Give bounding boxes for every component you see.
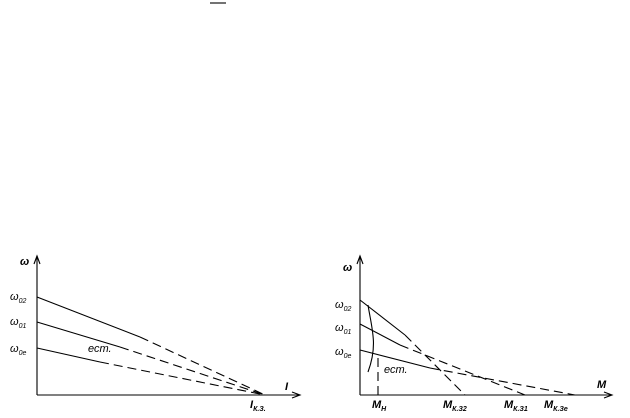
label-part: К.Зе xyxy=(553,406,568,413)
label-part: Н xyxy=(381,406,387,413)
natural-label: ест. xyxy=(384,364,408,376)
point-label: MК.Зе xyxy=(544,399,568,413)
label-part: ω xyxy=(335,322,344,334)
level-label: ω01 xyxy=(10,316,26,330)
label-part: 02 xyxy=(19,298,27,305)
label-part: 0е xyxy=(19,350,27,357)
right-plot: ω ω02 ω01 ω0е ест. M MН MК.З2 MК.З1 MК.З… xyxy=(335,254,614,413)
characteristic xyxy=(359,323,401,346)
label-part: ω xyxy=(10,316,19,328)
characteristic xyxy=(359,299,406,336)
label-part: ω xyxy=(335,299,344,311)
label-part: ω xyxy=(335,346,344,358)
label-part: ω xyxy=(10,291,19,303)
characteristic xyxy=(404,334,466,396)
axis-label: ω xyxy=(20,256,29,268)
arrow xyxy=(33,254,41,265)
label-part: 01 xyxy=(344,329,352,336)
label-part: M xyxy=(504,399,514,411)
level-label: ω02 xyxy=(335,299,351,313)
label-part: M xyxy=(544,399,554,411)
level-label: ω0е xyxy=(335,346,351,360)
label-part: К.З. xyxy=(253,406,266,413)
point-label: MН xyxy=(372,399,387,413)
axis-label: ω xyxy=(343,262,352,274)
characteristic xyxy=(99,361,266,396)
characteristic xyxy=(36,321,121,348)
characteristic xyxy=(359,349,431,369)
characteristic xyxy=(36,296,141,338)
level-label: ω01 xyxy=(335,322,351,336)
label-part: M xyxy=(372,399,382,411)
axis-label: M xyxy=(597,379,607,391)
characteristic xyxy=(36,347,101,363)
axis-label: I xyxy=(285,381,289,393)
arrow xyxy=(291,391,302,399)
natural-label: ест. xyxy=(88,343,112,355)
point-label: MК.З1 xyxy=(504,399,528,413)
level-label: ω0е xyxy=(10,343,26,357)
label-part: I xyxy=(250,399,254,411)
label-part: 0е xyxy=(344,353,352,360)
label-part: ω xyxy=(10,343,19,355)
characteristic xyxy=(429,367,576,396)
label-part: 02 xyxy=(344,306,352,313)
curve xyxy=(367,304,374,373)
label-part: К.З1 xyxy=(513,406,528,413)
arrow xyxy=(356,254,364,265)
label-part: К.З2 xyxy=(452,406,467,413)
characteristic xyxy=(399,344,526,396)
label-part: M xyxy=(443,399,453,411)
characteristic xyxy=(139,336,266,396)
characteristic xyxy=(119,346,266,396)
point-label: IК.З. xyxy=(250,399,266,413)
point-label: MК.З2 xyxy=(443,399,467,413)
left-plot: ω ω02 ω01 ω0е ест. I IК.З. xyxy=(10,254,302,413)
label-part: 01 xyxy=(19,323,27,330)
arrow xyxy=(603,391,614,399)
level-label: ω02 xyxy=(10,291,26,305)
